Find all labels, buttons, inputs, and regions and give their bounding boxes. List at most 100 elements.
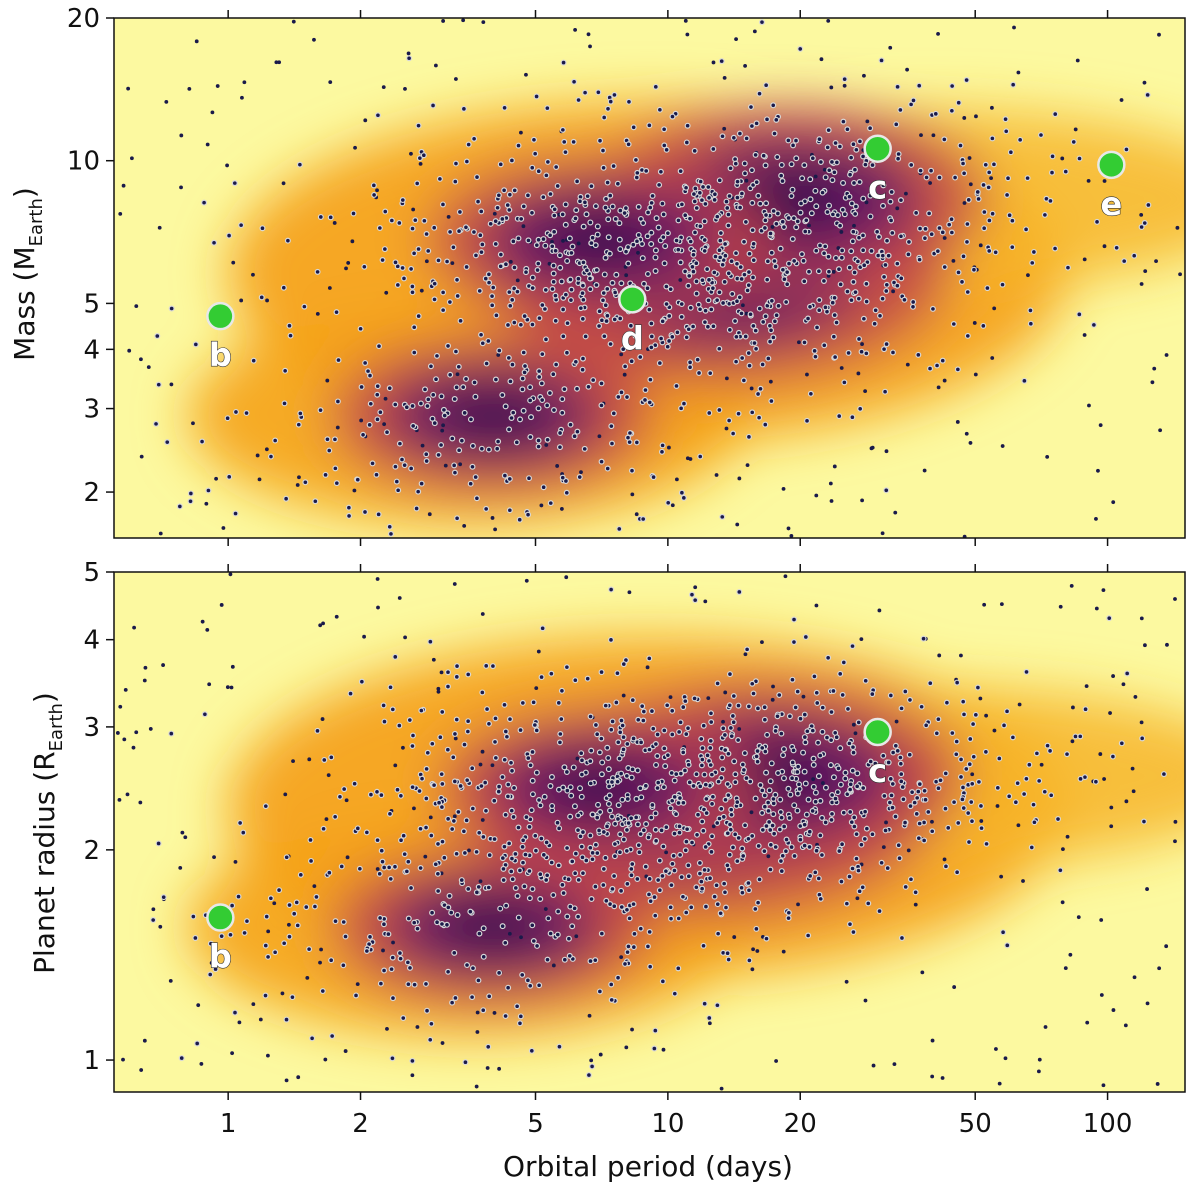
population-point bbox=[907, 803, 914, 810]
population-point bbox=[744, 178, 749, 183]
population-point bbox=[537, 802, 544, 809]
population-point bbox=[1003, 128, 1010, 135]
population-point bbox=[527, 762, 534, 769]
population-point bbox=[831, 312, 838, 319]
population-point bbox=[598, 669, 605, 676]
population-point bbox=[834, 789, 841, 796]
population-point bbox=[670, 503, 675, 508]
population-point bbox=[555, 908, 562, 915]
population-point bbox=[707, 875, 714, 882]
population-point bbox=[607, 807, 614, 814]
population-point bbox=[813, 847, 820, 854]
population-point bbox=[885, 759, 892, 766]
population-point bbox=[1138, 223, 1145, 230]
population-point bbox=[1021, 790, 1028, 797]
population-point bbox=[648, 199, 655, 206]
population-point bbox=[538, 674, 545, 681]
population-point bbox=[699, 818, 706, 825]
population-point bbox=[414, 925, 421, 932]
population-point bbox=[692, 185, 699, 192]
population-point bbox=[686, 215, 693, 222]
population-point bbox=[580, 296, 587, 303]
population-point bbox=[1006, 212, 1013, 219]
population-point bbox=[594, 814, 601, 821]
population-point bbox=[974, 188, 981, 195]
population-point bbox=[759, 826, 766, 833]
population-point bbox=[730, 134, 737, 141]
population-point bbox=[381, 246, 388, 253]
population-point bbox=[594, 850, 601, 857]
population-point bbox=[192, 341, 199, 348]
population-point bbox=[999, 602, 1004, 607]
population-point bbox=[429, 740, 436, 747]
population-point bbox=[329, 1033, 336, 1040]
population-point bbox=[574, 178, 581, 185]
population-point bbox=[611, 853, 618, 860]
population-point bbox=[588, 240, 595, 247]
population-point bbox=[832, 254, 839, 261]
population-point bbox=[1109, 753, 1116, 760]
population-point bbox=[502, 728, 509, 735]
population-point bbox=[807, 872, 814, 879]
population-point bbox=[778, 730, 785, 737]
population-point bbox=[580, 223, 587, 230]
population-point bbox=[579, 355, 586, 362]
population-point bbox=[461, 18, 466, 23]
population-point bbox=[611, 903, 618, 910]
population-point bbox=[513, 439, 520, 446]
population-point bbox=[900, 796, 907, 803]
population-point bbox=[725, 750, 732, 757]
population-point bbox=[547, 783, 554, 790]
population-point bbox=[317, 213, 324, 220]
population-point bbox=[618, 389, 625, 396]
population-point bbox=[396, 950, 403, 957]
population-point bbox=[637, 785, 644, 792]
population-point bbox=[959, 278, 966, 285]
population-point bbox=[210, 110, 215, 115]
population-point bbox=[575, 756, 580, 761]
population-point bbox=[746, 250, 753, 257]
population-point bbox=[805, 932, 812, 939]
population-point bbox=[492, 211, 497, 216]
population-point bbox=[633, 238, 640, 245]
population-point bbox=[937, 777, 944, 784]
population-point bbox=[606, 250, 613, 257]
population-point bbox=[687, 238, 694, 245]
population-point bbox=[528, 209, 535, 216]
population-point bbox=[893, 510, 898, 515]
population-point bbox=[510, 409, 517, 416]
population-point bbox=[669, 707, 676, 714]
population-point bbox=[1031, 819, 1038, 826]
population-point bbox=[424, 749, 431, 756]
population-point bbox=[1140, 818, 1147, 825]
population-point bbox=[761, 792, 768, 799]
population-point bbox=[960, 253, 967, 260]
population-point bbox=[547, 930, 554, 937]
population-point bbox=[802, 780, 809, 787]
population-point bbox=[730, 430, 737, 437]
population-point bbox=[572, 677, 579, 684]
planet-c-label: c bbox=[868, 169, 887, 207]
population-point bbox=[815, 739, 822, 746]
population-point bbox=[568, 249, 575, 256]
population-point bbox=[1076, 311, 1083, 318]
population-point bbox=[767, 826, 774, 833]
population-point bbox=[396, 440, 403, 447]
population-point bbox=[530, 938, 537, 945]
planet-e-marker bbox=[1097, 150, 1126, 180]
population-point bbox=[451, 462, 458, 469]
population-point bbox=[627, 322, 634, 329]
population-point bbox=[954, 366, 961, 373]
population-point bbox=[399, 197, 406, 204]
population-point bbox=[346, 512, 353, 519]
population-point bbox=[552, 247, 559, 254]
population-point bbox=[611, 316, 618, 323]
population-point bbox=[805, 796, 812, 803]
population-point bbox=[1043, 1025, 1048, 1029]
population-point bbox=[512, 850, 519, 857]
population-point bbox=[286, 922, 291, 927]
population-point bbox=[307, 836, 314, 843]
population-point bbox=[963, 765, 970, 772]
population-point bbox=[680, 749, 687, 756]
population-point bbox=[332, 221, 337, 225]
